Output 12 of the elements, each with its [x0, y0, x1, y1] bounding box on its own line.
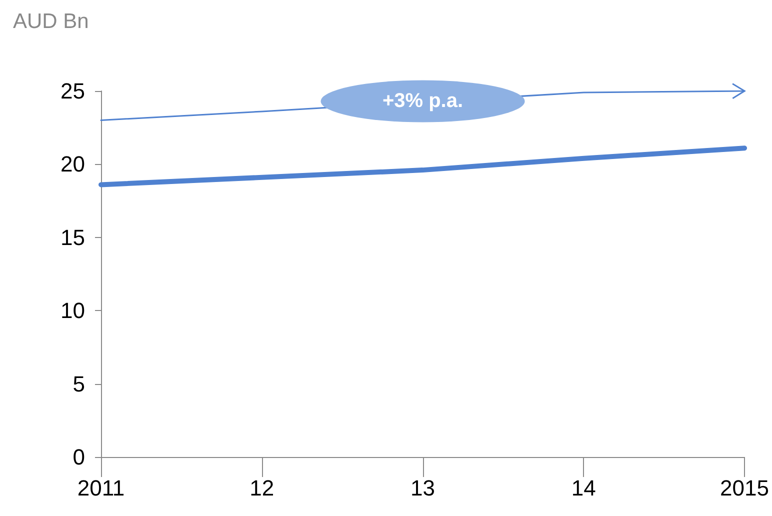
x-tick-label: 2011: [77, 476, 125, 500]
y-tick-label: 20: [60, 152, 85, 177]
y-axis-title: AUD Bn: [13, 10, 89, 33]
x-tick-label: 12: [250, 476, 274, 500]
y-tick-label: 5: [72, 371, 85, 396]
y-tick-label: 25: [60, 78, 85, 104]
x-tick-label: 13: [410, 476, 436, 500]
y-tick-label: 0: [72, 444, 85, 470]
y-tick-label: 15: [60, 224, 85, 250]
x-tick-label: 14: [571, 476, 596, 500]
x-tick-label: 2015: [720, 476, 770, 500]
y-tick-label: 10: [60, 298, 85, 324]
